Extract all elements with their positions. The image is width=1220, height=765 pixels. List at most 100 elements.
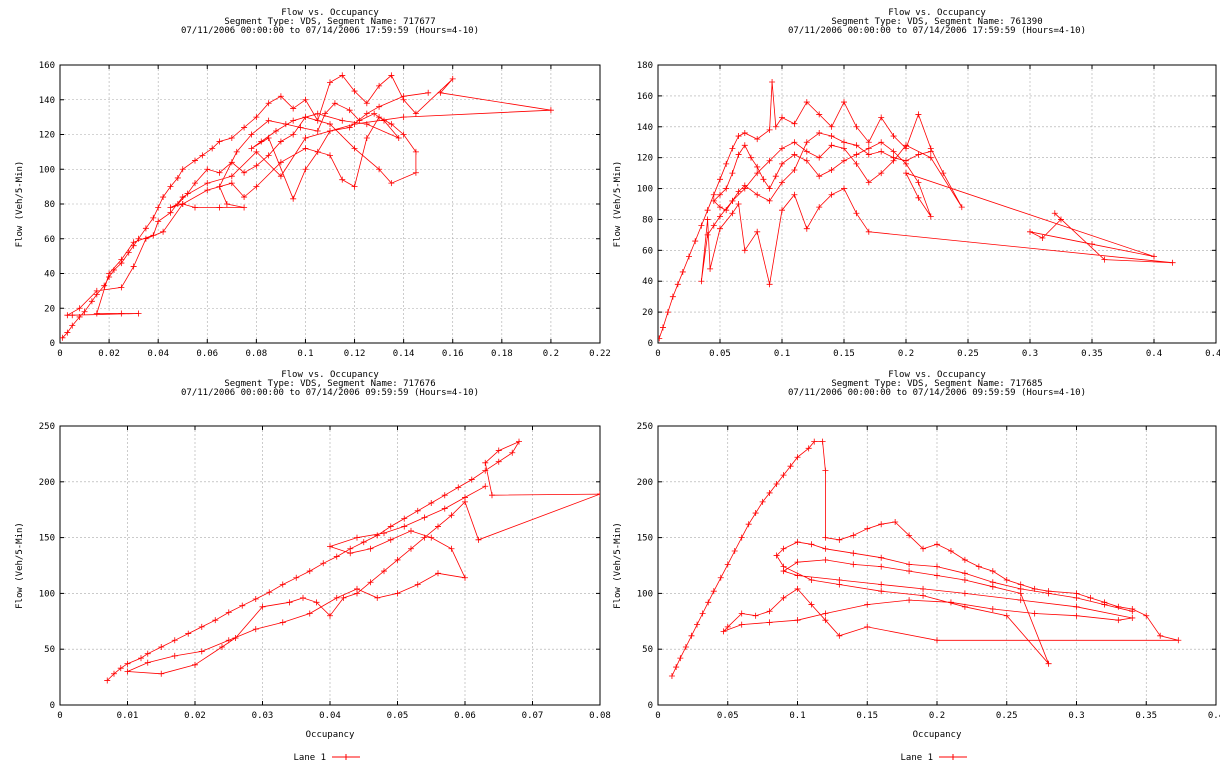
data-point-marker [144,650,151,657]
data-point-marker [482,459,489,466]
data-point-marker [167,209,174,216]
data-point-marker [228,173,235,180]
x-tick-label: 0.03 [252,711,274,721]
data-point-marker [850,561,857,568]
data-point-marker [252,595,259,602]
data-point-marker [850,532,857,539]
data-point-marker [853,210,860,217]
y-axis-label: Flow (Veh/5-Min) [613,161,623,248]
y-axis-label: Flow (Veh/5-Min) [15,522,25,609]
data-point-marker [819,438,826,445]
data-point-marker [351,183,358,190]
data-point-marker [347,550,354,557]
data-point-marker [179,201,186,207]
y-tick-label: 150 [637,534,653,544]
data-point-marker [759,498,766,505]
data-point-marker [1073,594,1080,601]
data-point-marker [724,561,731,568]
data-point-marker [688,632,695,639]
data-point-marker [435,570,441,577]
data-point-marker [668,672,675,679]
data-point-marker [738,534,745,541]
data-point-marker [401,523,408,530]
data-point-marker [228,180,235,187]
data-point-marker [212,617,219,624]
data-point-marker [710,222,717,229]
x-tick-label: 0.25 [996,711,1018,721]
data-point-marker [223,201,230,207]
legend-label: Lane 1 [293,753,326,763]
x-tick-label: 0.05 [387,711,409,721]
data-point-marker [673,664,680,671]
data-point-marker [354,585,360,592]
y-tick-label: 100 [39,165,55,175]
x-tick-label: 0.16 [442,349,464,359]
data-point-marker [64,329,71,336]
data-point-marker [354,534,360,541]
y-tick-label: 100 [637,589,653,599]
data-point-marker [333,553,340,560]
data-point-marker [327,612,333,619]
x-tick-label: 0.04 [319,711,341,721]
data-point-marker [735,133,742,140]
data-point-marker [1157,632,1164,639]
y-tick-label: 200 [39,478,55,488]
data-point-marker [327,121,333,128]
data-point-marker [803,157,810,164]
data-point-marker [878,139,885,146]
data-point-marker [1087,594,1094,601]
data-point-marker [920,545,927,552]
data-point-marker [346,124,353,131]
data-point-marker [787,463,794,470]
chart-panel-3: Flow vs. Occupancy Segment Type: VDS, Seg… [0,368,611,765]
data-point-marker [290,131,297,138]
data-point-marker [822,467,829,474]
data-point-marker [192,661,198,668]
data-point-marker [816,129,823,136]
data-point-marker [878,114,885,121]
data-point-marker [179,194,186,201]
data-point-marker [710,588,717,595]
data-point-marker [327,128,333,135]
data-point-marker [381,117,387,124]
data-point-marker [198,623,205,630]
data-point-marker [865,139,872,146]
data-point-marker [906,561,913,568]
data-point-marker [803,148,810,155]
data-point-marker [81,308,88,315]
data-point-marker [252,626,259,633]
data-point-marker [752,612,759,619]
data-point-marker [658,335,663,342]
data-point-marker [903,157,909,164]
data-point-marker [248,131,255,138]
x-tick-label: 0.01 [117,711,139,721]
data-point-marker [277,159,284,166]
data-point-marker [394,556,401,563]
data-point-marker [174,174,181,181]
data-point-marker [853,142,860,149]
x-tick-label: 0.05 [717,711,739,721]
data-point-marker [351,145,358,152]
data-point-marker [865,179,872,186]
data-point-marker [791,151,798,158]
data-point-marker [314,110,321,117]
y-tick-label: 50 [44,645,55,655]
chart-title: Flow vs. Occupancy [888,8,986,18]
data-point-marker [331,100,338,107]
data-point-marker [449,75,456,82]
data-point-marker [388,72,395,79]
data-point-marker [204,166,211,173]
data-point-marker [754,136,761,143]
data-point-marker [704,231,711,238]
data-point-marker [320,560,327,567]
data-point-marker [387,536,394,543]
x-tick-label: 0 [655,349,660,359]
data-point-marker [374,532,381,539]
data-point-marker [766,619,773,626]
data-point-marker [915,111,922,118]
x-tick-label: 0.08 [246,349,268,359]
data-point-marker [1115,603,1122,610]
data-point-marker [1027,228,1033,235]
series-line [107,440,600,681]
